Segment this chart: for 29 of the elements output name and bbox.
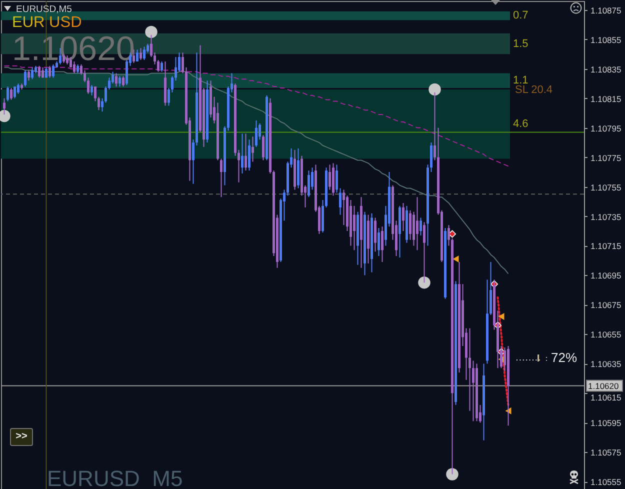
y-tick-label: 1.10855 [590,34,622,45]
y-tick-label: 1.10595 [590,418,622,428]
y-tick-label: 1.10795 [590,123,622,134]
annotation: EURUSD M5 [47,466,183,489]
y-tick-label: 1.10695 [590,270,622,281]
y-tick-label: 1.10655 [590,330,622,340]
y-tick-label: 1.10615 [590,392,622,403]
y-tick-label: 1.10735 [590,212,622,222]
band-label: 1.1 [513,74,528,87]
y-tick-label: 1.10575 [590,448,622,458]
text: SL 20.4 [515,84,553,96]
text: 72% [551,350,578,365]
ref-line-label: 1.10620 [588,380,619,391]
expand-button: >> [10,428,33,446]
y-tick-label: 1.10835 [590,64,622,74]
y-tick-label: 1.10815 [590,94,622,104]
y-tick-label: 1.10755 [590,182,622,192]
y-tick-label: 1.10715 [590,241,622,252]
band-label: 4.6 [513,118,528,130]
annotation: 1.10620 [12,30,135,68]
y-tick-label: 1.10675 [590,300,622,310]
y-tick-label: 1.10775 [590,152,622,163]
chart-title: EURUSD,M5 [16,4,72,15]
annotation: EUR USD [12,14,82,31]
y-tick-label: 1.10875 [590,5,622,16]
y-tick-label: 1.10555 [590,477,622,488]
band-label: 0.7 [513,10,528,22]
y-tick-label: 1.10635 [590,359,622,370]
band-label: 1.5 [513,38,528,50]
